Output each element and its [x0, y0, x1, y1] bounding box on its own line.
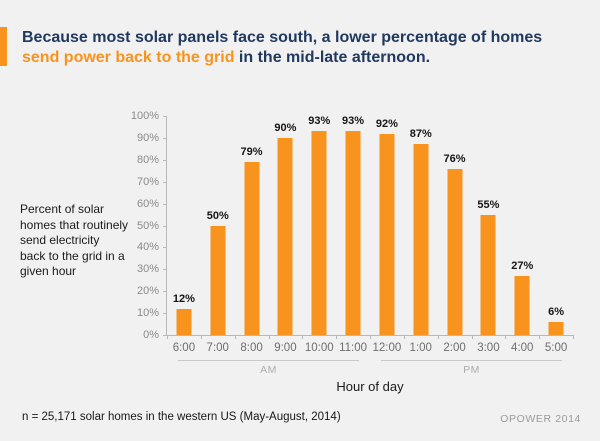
- bar: [379, 133, 395, 335]
- y-tick-label: 100%: [130, 110, 159, 122]
- bar-column: 90%: [269, 116, 303, 335]
- bar-column: 27%: [505, 116, 539, 335]
- bar-column: 87%: [404, 116, 438, 335]
- bar: [548, 321, 564, 335]
- bar-column: 50%: [201, 116, 235, 335]
- bar-value-label: 50%: [206, 209, 229, 222]
- bar-column: 79%: [235, 116, 269, 335]
- bar-value-label: 93%: [308, 115, 331, 128]
- x-tick-mark: [234, 335, 236, 339]
- x-tick-label: 12:00: [372, 342, 402, 354]
- bar-value-label: 90%: [274, 121, 297, 134]
- bar-value-label: 79%: [240, 146, 263, 158]
- bar: [345, 131, 361, 335]
- bar-column: 93%: [302, 115, 336, 335]
- y-tick-mark: [163, 159, 167, 161]
- sample-size-note: n = 25,171 solar homes in the western US…: [22, 411, 341, 423]
- bar-column: 6%: [539, 116, 573, 335]
- title-accent-bar: [0, 27, 7, 66]
- y-tick-mark: [163, 225, 167, 227]
- bar: [244, 162, 260, 335]
- title-line-2-rest: in the mid-late afternoon.: [234, 49, 431, 66]
- x-tick-label: 1:00: [409, 342, 432, 354]
- x-tick-mark: [302, 335, 304, 339]
- bar-column: 12%: [167, 116, 201, 335]
- x-tick-mark: [539, 335, 541, 339]
- bar: [413, 144, 429, 335]
- title-line-1: Because most solar panels face south, a …: [22, 29, 543, 46]
- bar: [480, 214, 496, 335]
- x-tick-label: 8:00: [240, 342, 263, 354]
- y-tick-mark: [163, 116, 167, 117]
- y-tick-mark: [163, 291, 167, 293]
- y-tick-label: 20%: [136, 285, 159, 298]
- y-tick-mark: [163, 313, 167, 315]
- bar-column: 92%: [370, 116, 404, 335]
- y-tick-label: 90%: [136, 131, 159, 144]
- group-label: AM: [260, 364, 277, 376]
- y-tick-label: 0%: [143, 329, 159, 341]
- y-tick-label: 80%: [136, 153, 159, 166]
- bar: [277, 137, 293, 335]
- page-title: Because most solar panels face south, a …: [22, 28, 542, 68]
- bar-value-label: 87%: [409, 128, 432, 141]
- y-tick-mark: [163, 181, 167, 183]
- y-tick-label: 70%: [136, 175, 159, 188]
- group-label: PM: [463, 364, 480, 376]
- y-tick-label: 50%: [136, 219, 159, 232]
- x-tick-mark: [167, 335, 168, 339]
- y-tick-label: 40%: [136, 241, 159, 254]
- title-line-2: send power back to the grid in the mid-l…: [22, 48, 542, 68]
- group-bracket-line: [381, 360, 562, 361]
- bar-value-label: 55%: [477, 198, 500, 211]
- y-tick-label: 30%: [136, 263, 159, 276]
- y-tick-mark: [163, 269, 167, 271]
- y-tick-mark: [163, 335, 167, 336]
- bar-column: 76%: [438, 116, 472, 335]
- y-tick-mark: [163, 137, 167, 139]
- x-tick-label: 6:00: [172, 342, 196, 354]
- x-tick-mark: [200, 335, 202, 339]
- title-highlight: send power back to the grid: [22, 49, 235, 66]
- y-tick-label: 10%: [136, 307, 159, 320]
- x-tick-label: 7:00: [206, 342, 229, 354]
- bar-value-label: 12%: [172, 292, 195, 305]
- x-tick-mark: [437, 335, 439, 339]
- bar-column: 55%: [472, 116, 506, 335]
- x-tick-label: 3:00: [477, 342, 500, 354]
- x-tick-mark: [370, 335, 371, 339]
- bar: [514, 275, 530, 335]
- bar-value-label: 6%: [548, 305, 565, 318]
- x-tick-label: 4:00: [511, 342, 534, 354]
- plot-area: 100% 90% 80% 70% 60% 50% 40% 30% 20% 10% 0% 12% 50%…: [131, 111, 574, 394]
- x-tick-mark: [573, 335, 574, 339]
- x-tick-label: 9:00: [274, 342, 297, 354]
- bar-value-label: 93%: [342, 115, 365, 128]
- x-tick-label: 10:00: [304, 342, 334, 354]
- x-axis-title: Hour of day: [336, 379, 404, 394]
- brand-credit: OPOWER 2014: [500, 413, 581, 425]
- bar: [210, 225, 226, 335]
- x-tick-label: 5:00: [544, 342, 568, 354]
- y-axis-description: Percent of solar homes that routinely se…: [20, 202, 129, 278]
- x-tick-label: 11:00: [339, 342, 368, 354]
- x-tick-mark: [471, 335, 473, 339]
- x-tick-mark: [336, 335, 338, 339]
- x-tick-mark: [505, 335, 507, 339]
- bar: [176, 308, 192, 335]
- x-tick-mark: [268, 335, 270, 339]
- group-bracket-line: [178, 360, 359, 361]
- bar-value-label: 27%: [511, 259, 534, 272]
- bar: [447, 168, 463, 335]
- x-tick-label: 2:00: [443, 342, 466, 354]
- y-tick-label: 60%: [136, 197, 159, 210]
- bar-column: 93%: [336, 115, 370, 335]
- y-tick-mark: [163, 247, 167, 249]
- bar-value-label: 76%: [443, 152, 466, 165]
- x-tick-mark: [403, 335, 405, 339]
- bar-value-label: 92%: [375, 117, 398, 130]
- bar: [311, 131, 327, 335]
- y-tick-mark: [163, 203, 167, 205]
